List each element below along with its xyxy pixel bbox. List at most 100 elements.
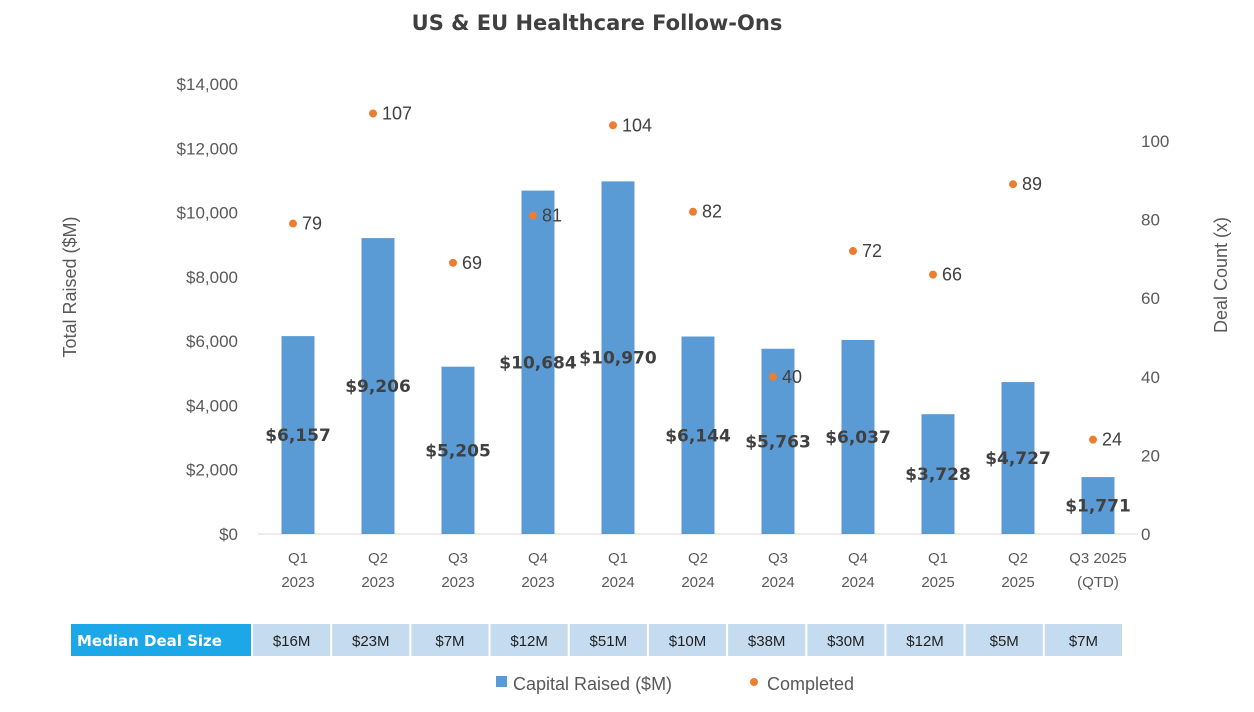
table-cell xyxy=(965,624,1043,656)
table-cell-value: $5M xyxy=(990,633,1019,650)
y-tick-label: $6,000 xyxy=(186,332,238,351)
table-header-label: Median Deal Size xyxy=(77,632,222,650)
y2-tick-label: 60 xyxy=(1141,289,1160,308)
x-tick-label-line2: 2023 xyxy=(361,574,394,591)
median-deal-size-table: Median Deal Size $16M $23M $7M $12M $51M $10M… xyxy=(71,624,1122,656)
x-tick-label-line1: Q3 xyxy=(768,550,788,567)
y2-tick-label: 80 xyxy=(1141,211,1160,230)
table-cell-value: $10M xyxy=(669,633,707,650)
table-header-cell xyxy=(71,624,251,656)
point-data-labels: 79 107 69 81 104 82 40 72 66 89 24 xyxy=(302,103,1122,449)
x-tick-label-line1: Q2 xyxy=(1008,550,1028,567)
table-cell-value: $16M xyxy=(273,633,311,650)
y-tick-label: $10,000 xyxy=(177,204,238,223)
y-tick-label: $2,000 xyxy=(186,461,238,480)
y-tick-label: $12,000 xyxy=(177,139,238,158)
table-cells: $16M $23M $7M $12M $51M $10M $38M $30M $12M $5M $7… xyxy=(253,624,1122,656)
point-data-label: 81 xyxy=(542,206,562,226)
bar-data-label: $6,037 xyxy=(825,428,891,448)
bar-series xyxy=(281,181,1115,535)
x-tick-label-line1: Q3 xyxy=(448,550,468,567)
point-data-label: 24 xyxy=(1102,430,1122,450)
x-tick-label-line2: 2024 xyxy=(601,574,634,591)
point xyxy=(609,121,617,130)
bar xyxy=(281,336,315,534)
bar-data-label: $5,205 xyxy=(425,441,491,461)
point xyxy=(449,258,457,267)
table-cell xyxy=(807,624,885,656)
point-data-label: 69 xyxy=(462,253,482,273)
bar xyxy=(1081,477,1115,534)
legend-point-label: Completed xyxy=(767,674,854,694)
x-tick-label-line2: (QTD) xyxy=(1077,574,1119,591)
table-cell-value: $30M xyxy=(827,633,865,650)
bar-data-label: $3,728 xyxy=(905,465,971,485)
legend-bar-label: Capital Raised ($M) xyxy=(513,674,672,694)
bar-data-label: $10,684 xyxy=(499,353,577,373)
chart-title: US & EU Healthcare Follow-Ons xyxy=(412,11,783,35)
y-tick-label: $14,000 xyxy=(177,75,238,94)
point-data-label: 66 xyxy=(942,265,962,285)
point xyxy=(849,247,857,256)
chart-legend: Capital Raised ($M) Completed xyxy=(496,674,854,694)
y2-axis-ticks: 0 20 40 60 80 100 xyxy=(1141,132,1169,544)
point-data-label: 40 xyxy=(782,367,802,387)
bar xyxy=(601,181,635,534)
legend-bar-swatch xyxy=(496,676,507,687)
point-series xyxy=(289,109,1097,444)
table-cell-value: $12M xyxy=(510,633,548,650)
y-axis-ticks: $0 $2,000 $4,000 $6,000 $8,000 $10,000 $12,000… xyxy=(177,75,238,544)
x-tick-label-line2: 2024 xyxy=(761,574,794,591)
x-tick-label-line2: 2023 xyxy=(281,574,314,591)
x-tick-label-line1: Q1 xyxy=(288,550,308,567)
point-data-label: 79 xyxy=(302,214,322,234)
table-cell-value: $7M xyxy=(435,633,464,650)
y-tick-label: $8,000 xyxy=(186,268,238,287)
point-data-label: 89 xyxy=(1022,174,1042,194)
table-cell-value: $51M xyxy=(590,633,628,650)
point xyxy=(369,109,377,118)
y2-tick-label: 0 xyxy=(1141,525,1150,544)
bar xyxy=(921,414,955,534)
point xyxy=(529,211,537,220)
table-cell xyxy=(648,624,727,656)
table-cell xyxy=(1044,624,1122,656)
bar xyxy=(361,238,395,535)
bar xyxy=(841,339,875,534)
point xyxy=(289,219,297,228)
x-tick-label-line2: 2024 xyxy=(681,574,714,591)
x-tick-label-line2: 2024 xyxy=(841,574,874,591)
y-tick-label: $4,000 xyxy=(186,396,238,415)
y2-tick-label: 40 xyxy=(1141,368,1160,387)
x-tick-label-line2: 2023 xyxy=(521,574,554,591)
table-cell-value: $38M xyxy=(748,633,786,650)
x-tick-label-line1: Q2 xyxy=(688,550,708,567)
bar xyxy=(521,190,555,535)
table-cell-value: $12M xyxy=(906,633,944,650)
bar-data-label: $5,763 xyxy=(745,432,811,452)
point-data-label: 104 xyxy=(622,115,652,135)
table-cell xyxy=(332,624,410,656)
table-cell-value: $7M xyxy=(1069,633,1098,650)
x-tick-label-line1: Q3 2025 xyxy=(1069,550,1127,567)
y2-axis-title: Deal Count (x) xyxy=(1211,217,1231,333)
x-tick-label-line1: Q4 xyxy=(848,550,868,567)
point-data-label: 82 xyxy=(702,202,722,222)
point-data-label: 72 xyxy=(862,241,882,261)
bar xyxy=(681,336,715,534)
x-tick-label-line1: Q4 xyxy=(528,550,548,567)
x-tick-label-line2: 2023 xyxy=(441,574,474,591)
x-tick-label-line2: 2025 xyxy=(1001,574,1034,591)
table-cell-value: $23M xyxy=(352,633,390,650)
bar-data-label: $1,771 xyxy=(1065,497,1131,517)
bar-data-label: $10,970 xyxy=(579,349,657,369)
table-cell xyxy=(569,624,647,656)
y-axis-title: Total Raised ($M) xyxy=(60,216,80,357)
y2-tick-label: 20 xyxy=(1141,446,1160,465)
table-cell xyxy=(490,624,568,656)
table-cell xyxy=(411,624,489,656)
point-data-label: 107 xyxy=(382,103,412,123)
y-tick-label: $0 xyxy=(219,525,238,544)
